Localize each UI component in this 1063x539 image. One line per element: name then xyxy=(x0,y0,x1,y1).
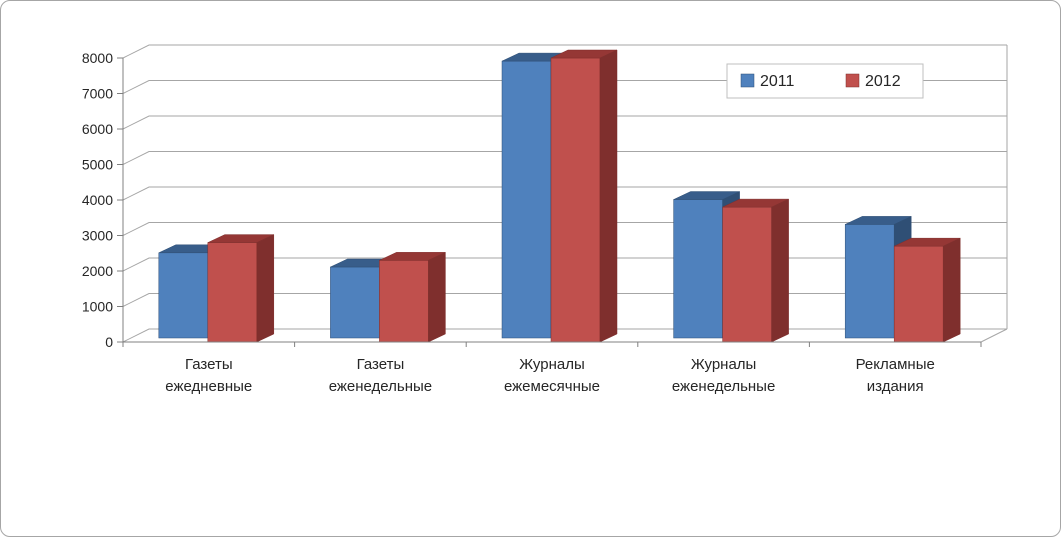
bar-2012-2 xyxy=(550,57,601,343)
y-tick-label: 6000 xyxy=(82,121,113,137)
floor-right-edge xyxy=(980,328,1008,343)
legend-swatch-2012 xyxy=(845,73,860,88)
bar-2011-3 xyxy=(673,199,723,339)
legend-box xyxy=(726,63,924,99)
legend-label-2011: 2011 xyxy=(760,73,795,90)
bar-side-2012-0 xyxy=(256,234,275,343)
bar-2011-0 xyxy=(158,252,209,339)
bar-2012-1 xyxy=(379,260,429,343)
y-tick-label: 8000 xyxy=(82,50,113,66)
y-tick-label: 2000 xyxy=(82,263,113,279)
bar-2011-4 xyxy=(844,224,895,339)
y-tick-label: 0 xyxy=(105,334,113,350)
category-label: ежедневные xyxy=(165,378,252,395)
category-label: Газеты xyxy=(185,356,233,373)
category-label: Рекламные xyxy=(856,356,935,373)
bar-2012-0 xyxy=(207,242,258,343)
legend-swatch-2011 xyxy=(740,73,755,88)
bar-2011-2 xyxy=(501,60,552,339)
y-tick-label: 7000 xyxy=(82,86,113,102)
category-label: Журналы xyxy=(691,356,757,373)
category-label: издания xyxy=(867,378,924,395)
grid-line xyxy=(122,80,1007,94)
bar-2011-1 xyxy=(330,266,380,339)
bar-side-2012-2 xyxy=(599,49,618,343)
grid-line xyxy=(122,44,1007,59)
grid-line xyxy=(122,115,1007,130)
bar-side-2012-4 xyxy=(942,237,961,343)
bar-2012-4 xyxy=(893,245,944,343)
category-label: ежемесячные xyxy=(504,378,600,395)
category-label: еженедельные xyxy=(672,378,775,395)
category-label: еженедельные xyxy=(329,378,432,395)
legend-label-2012: 2012 xyxy=(865,73,901,90)
category-label: Журналы xyxy=(519,356,585,373)
bar-side-2012-1 xyxy=(428,251,446,343)
y-tick-label: 5000 xyxy=(82,157,113,173)
y-tick-label: 3000 xyxy=(82,228,113,244)
y-tick-label: 1000 xyxy=(82,299,113,315)
bar-2012-3 xyxy=(722,206,772,343)
grid-line xyxy=(122,151,1007,165)
bar-side-2012-3 xyxy=(771,198,789,343)
grid-line xyxy=(122,186,1007,201)
category-label: Газеты xyxy=(357,356,405,373)
y-tick-label: 4000 xyxy=(82,192,113,208)
